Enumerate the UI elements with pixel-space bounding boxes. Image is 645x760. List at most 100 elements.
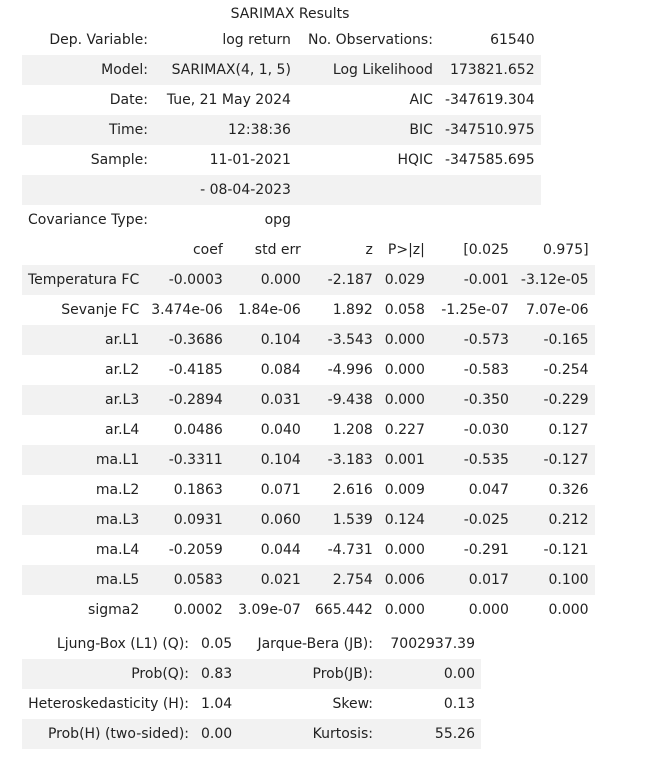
column-header: P>|z|: [387, 242, 425, 258]
diagnostics-table: Ljung-Box (L1) (Q): 0.05 Jarque-Bera (JB…: [22, 629, 481, 749]
table-row: Temperatura FC -0.0003 0.000 -2.187 0.02…: [22, 265, 595, 295]
ci-upper-cell: -0.121: [543, 542, 589, 558]
p-value-cell: 0.000: [384, 602, 425, 618]
ci-lower-cell: -0.291: [463, 542, 509, 558]
table-row: ar.L2 -0.4185 0.084 -4.996 0.000 -0.583 …: [22, 355, 595, 385]
diagnostics-row: Ljung-Box (L1) (Q): 0.05 Jarque-Bera (JB…: [22, 629, 481, 659]
coefficients-header-row: coef std err z P>|z| [0.025 0.975]: [22, 235, 595, 265]
summary-label: [22, 175, 154, 205]
ci-upper-cell: 0.100: [514, 565, 595, 595]
coef-cell: 0.0486: [173, 422, 223, 438]
diagnostic-value: 7002937.39: [390, 636, 475, 652]
diagnostic-label: Prob(JB):: [239, 659, 379, 689]
coef-cell: 3.474e-06: [151, 302, 223, 318]
parameter-name: ar.L4: [105, 422, 140, 438]
coef-cell: -0.2059: [168, 542, 223, 558]
summary-label: AIC: [409, 92, 433, 108]
coef-cell: 0.0002: [173, 602, 223, 618]
summary-value: 61540: [490, 32, 535, 48]
summary-label: No. Observations:: [307, 32, 433, 48]
z-cell: 2.754: [306, 565, 379, 595]
table-row: ar.L4 0.0486 0.040 1.208 0.227 -0.030 0.…: [22, 415, 595, 445]
summary-value: 11-01-2021: [209, 152, 291, 168]
parameter-name: ar.L3: [22, 385, 146, 415]
coef-cell: -0.4185: [168, 362, 223, 378]
coef-cell: -0.0003: [145, 265, 229, 295]
z-cell: 665.442: [314, 602, 373, 618]
column-header: 0.975]: [543, 242, 589, 258]
summary-row: - 08-04-2023: [22, 175, 541, 205]
z-cell: -4.996: [327, 362, 373, 378]
ci-upper-cell: 0.000: [548, 602, 589, 618]
parameter-name: sigma2: [88, 602, 140, 618]
parameter-name: ma.L2: [95, 482, 140, 498]
ci-lower-cell: -0.030: [463, 422, 509, 438]
summary-row: Model: SARIMAX(4, 1, 5) Log Likelihood 1…: [22, 55, 541, 85]
ci-lower-cell: -1.25e-07: [441, 302, 509, 318]
diagnostics-row: Prob(H) (two-sided): 0.00 Kurtosis: 55.2…: [22, 719, 481, 749]
summary-row: Sample: 11-01-2021 HQIC -347585.695: [22, 145, 541, 175]
table-row: ma.L3 0.0931 0.060 1.539 0.124 -0.025 0.…: [22, 505, 595, 535]
ci-upper-cell: 0.127: [548, 422, 589, 438]
p-value-cell: 0.009: [384, 482, 425, 498]
column-header: [0.025: [463, 242, 509, 258]
column-header: [22, 235, 145, 265]
column-header: coef: [192, 242, 223, 258]
ci-upper-cell: 7.07e-06: [525, 302, 589, 318]
ci-lower-cell: 0.047: [468, 482, 509, 498]
p-value-cell: 0.000: [384, 542, 425, 558]
z-cell: 1.892: [332, 302, 373, 318]
ci-lower-cell: -0.583: [463, 362, 509, 378]
summary-label: Sample:: [90, 152, 148, 168]
parameter-name: Temperatura FC: [22, 265, 146, 295]
p-value-cell: 0.006: [378, 565, 431, 595]
results-caption: SARIMAX Results: [230, 6, 350, 22]
diagnostic-label: Jarque-Bera (JB):: [257, 636, 373, 652]
diagnostic-label: Prob(Q):: [22, 659, 195, 689]
diagnostic-value: 0.83: [195, 659, 239, 689]
diagnostic-label: Prob(H) (two-sided):: [22, 719, 195, 749]
summary-value: [439, 205, 541, 235]
diagnostic-value: 0.05: [201, 636, 233, 652]
std-err-cell: 0.104: [228, 445, 307, 475]
ci-lower-cell: -0.025: [430, 505, 515, 535]
std-err-cell: 0.084: [260, 362, 301, 378]
ci-upper-cell: -3.12e-05: [514, 265, 595, 295]
diagnostic-label: Skew:: [332, 696, 373, 712]
summary-label: Model:: [22, 55, 154, 85]
coef-cell: -0.3311: [145, 445, 229, 475]
diagnostic-value: 0.00: [195, 719, 239, 749]
summary-label: Log Likelihood: [296, 55, 439, 85]
z-cell: -9.438: [306, 385, 379, 415]
p-value-cell: 0.029: [378, 265, 431, 295]
std-err-cell: 0.071: [260, 482, 301, 498]
summary-label: Time:: [22, 115, 154, 145]
std-err-cell: 0.040: [260, 422, 301, 438]
ci-upper-cell: -0.254: [543, 362, 589, 378]
diagnostics-row: Heteroskedasticity (H): 1.04 Skew: 0.13: [22, 689, 481, 719]
column-header: std err: [254, 242, 301, 258]
diagnostic-label: Heteroskedasticity (H):: [28, 696, 189, 712]
std-err-cell: 3.09e-07: [238, 602, 301, 618]
p-value-cell: 0.000: [378, 385, 431, 415]
parameter-name: ma.L4: [95, 542, 140, 558]
summary-table: Dep. Variable: log return No. Observatio…: [22, 25, 541, 235]
table-row: ma.L2 0.1863 0.071 2.616 0.009 0.047 0.3…: [22, 475, 595, 505]
diagnostics-row: Prob(Q): 0.83 Prob(JB): 0.00: [22, 659, 481, 689]
diagnostic-label: Kurtosis:: [239, 719, 379, 749]
ci-lower-cell: 0.017: [430, 565, 515, 595]
summary-value: 12:38:36: [153, 115, 297, 145]
std-err-cell: 0.031: [228, 385, 307, 415]
p-value-cell: 0.058: [384, 302, 425, 318]
diagnostic-value: 0.13: [443, 696, 475, 712]
p-value-cell: 0.227: [384, 422, 425, 438]
z-cell: -3.543: [306, 325, 379, 355]
summary-label: HQIC: [397, 152, 433, 168]
ci-upper-cell: 0.326: [548, 482, 589, 498]
parameter-name: ar.L2: [105, 362, 140, 378]
coef-cell: -0.3686: [145, 325, 229, 355]
std-err-cell: 0.021: [228, 565, 307, 595]
summary-label: [296, 175, 439, 205]
z-cell: -3.183: [306, 445, 379, 475]
parameter-name: ma.L5: [22, 565, 146, 595]
